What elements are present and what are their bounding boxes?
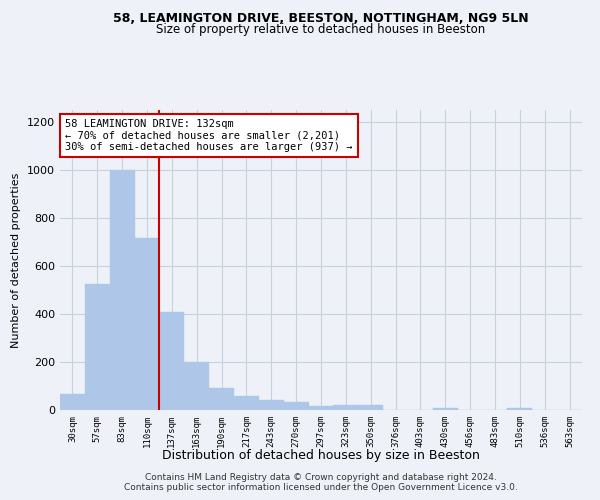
Bar [308,406,334,410]
Text: 58 LEAMINGTON DRIVE: 132sqm
← 70% of detached houses are smaller (2,201)
30% of : 58 LEAMINGTON DRIVE: 132sqm ← 70% of det… [65,119,353,152]
Text: 58, LEAMINGTON DRIVE, BEESTON, NOTTINGHAM, NG9 5LN: 58, LEAMINGTON DRIVE, BEESTON, NOTTINGHA… [113,12,529,26]
Bar [184,362,209,410]
Bar [209,388,234,410]
Bar [259,400,284,410]
Bar [508,408,532,410]
Bar [284,402,308,410]
Bar [160,312,184,410]
Bar [358,405,383,410]
Bar [433,408,458,410]
Text: Contains HM Land Registry data © Crown copyright and database right 2024.: Contains HM Land Registry data © Crown c… [145,474,497,482]
Bar [334,405,358,410]
Text: Size of property relative to detached houses in Beeston: Size of property relative to detached ho… [157,22,485,36]
Y-axis label: Number of detached properties: Number of detached properties [11,172,22,348]
Bar [110,170,134,410]
Bar [60,394,85,410]
Text: Distribution of detached houses by size in Beeston: Distribution of detached houses by size … [162,448,480,462]
Bar [234,396,259,410]
Bar [134,238,160,410]
Bar [85,284,110,410]
Text: Contains public sector information licensed under the Open Government Licence v3: Contains public sector information licen… [124,484,518,492]
